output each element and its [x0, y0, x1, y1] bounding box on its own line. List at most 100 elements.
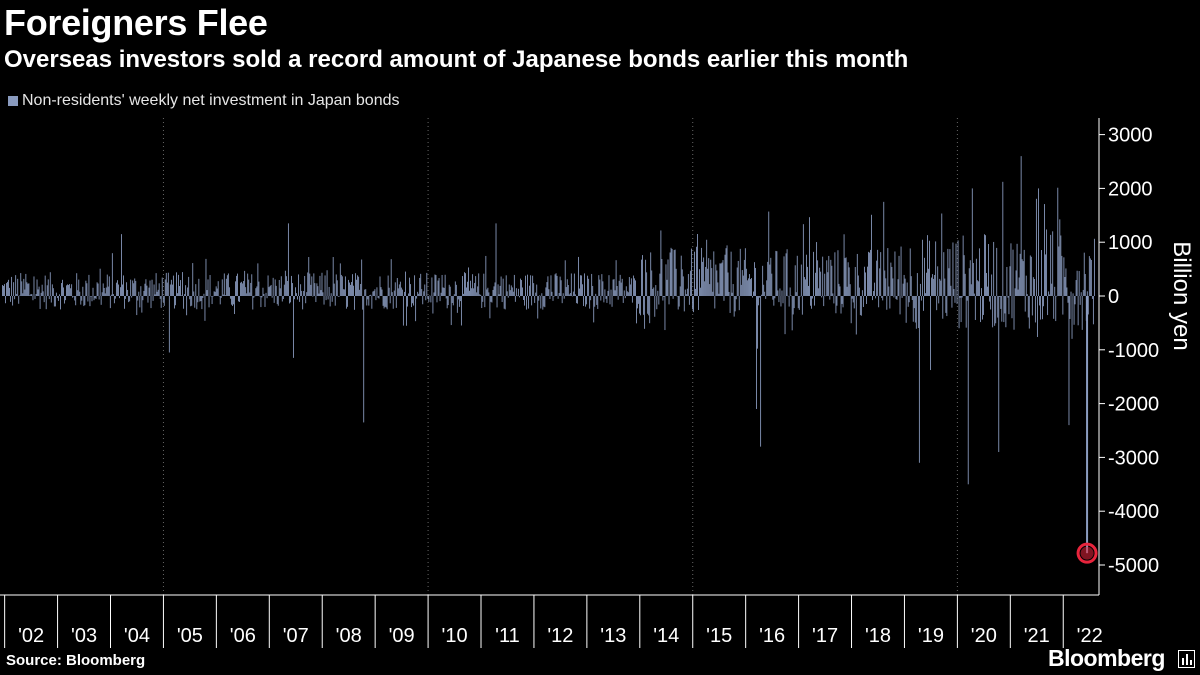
bar: [859, 296, 861, 316]
bar: [973, 293, 975, 296]
bar: [290, 296, 291, 303]
bar: [53, 296, 55, 307]
bar: [574, 294, 576, 296]
bar: [1014, 288, 1016, 296]
bar: [985, 235, 986, 296]
bar: [441, 274, 443, 296]
bar: [1088, 256, 1090, 296]
bar: [808, 285, 809, 296]
bar: [645, 259, 647, 296]
bar: [73, 296, 75, 297]
bar: [29, 295, 31, 296]
bar: [161, 277, 163, 296]
bar: [701, 247, 703, 296]
bar: [96, 282, 98, 296]
bar: [940, 280, 942, 296]
bar: [7, 281, 8, 296]
bar: [1032, 277, 1034, 296]
bar: [733, 296, 735, 317]
bar: [780, 296, 782, 307]
bar: [432, 296, 434, 314]
bar: [656, 296, 658, 310]
bar: [515, 288, 517, 296]
bar: [217, 281, 219, 296]
axis-layer: 3000 2000 1000 0 -1000 -2000 -3000 -4000 -5000 Bi…: [0, 118, 1195, 648]
bar: [528, 296, 530, 309]
bar: [104, 293, 106, 296]
bar: [663, 296, 665, 297]
bar: [178, 274, 179, 296]
bar: [918, 296, 920, 463]
bar: [778, 296, 780, 303]
bar: [488, 292, 490, 296]
bar: [1023, 249, 1025, 296]
bar: [825, 295, 827, 297]
bar: [1034, 296, 1036, 323]
bar: [683, 296, 685, 312]
record-selloff-marker-fill: [1080, 546, 1094, 560]
bar: [1066, 287, 1068, 296]
bar: [396, 278, 398, 296]
bar: [1031, 296, 1033, 316]
bar: [646, 272, 648, 296]
bar: [11, 276, 13, 296]
bar: [469, 290, 470, 296]
bar: [886, 296, 888, 310]
bar: [854, 267, 856, 296]
bar: [135, 280, 137, 296]
y-tick-label: 0: [1108, 286, 1119, 308]
bar: [631, 296, 633, 303]
bar: [696, 246, 697, 296]
bar: [798, 296, 800, 310]
bar: [658, 296, 660, 305]
bar: [902, 283, 904, 296]
bar: [903, 274, 905, 296]
bar: [293, 296, 294, 358]
bar: [171, 284, 173, 296]
bar: [391, 292, 393, 296]
bar: [835, 296, 837, 314]
bar: [16, 293, 18, 296]
bar: [507, 296, 509, 298]
bar: [101, 292, 103, 296]
bar: [936, 296, 938, 311]
bar: [417, 291, 419, 296]
bar: [689, 270, 691, 296]
bar: [803, 277, 805, 296]
bar: [830, 259, 832, 296]
bar: [772, 296, 774, 300]
bar: [40, 292, 42, 296]
bar: [697, 234, 698, 296]
bar: [1010, 243, 1012, 296]
bar: [150, 296, 152, 309]
bar: [56, 296, 58, 299]
bar: [64, 296, 65, 304]
bar: [408, 293, 409, 296]
x-tick-label: '06: [230, 625, 256, 647]
bar: [919, 283, 921, 296]
bar: [705, 266, 707, 296]
bar: [336, 280, 338, 296]
bar: [635, 280, 636, 296]
bar: [37, 289, 39, 296]
bar: [552, 296, 554, 301]
bar: [742, 275, 744, 296]
bar: [176, 272, 177, 296]
bar: [915, 296, 917, 329]
x-tick-label: '22: [1077, 625, 1103, 647]
bar: [1030, 256, 1032, 296]
bar: [580, 275, 581, 296]
bar: [558, 293, 560, 296]
bar: [673, 250, 675, 296]
bar: [23, 278, 25, 296]
bar: [709, 284, 711, 296]
y-tick-label: -4000: [1108, 501, 1159, 523]
bar: [972, 262, 974, 296]
bar: [13, 282, 15, 296]
bar: [987, 286, 988, 296]
bar: [506, 291, 508, 296]
bar: [180, 280, 181, 296]
bar: [319, 275, 321, 296]
bar: [930, 296, 931, 371]
bar: [1048, 291, 1050, 296]
